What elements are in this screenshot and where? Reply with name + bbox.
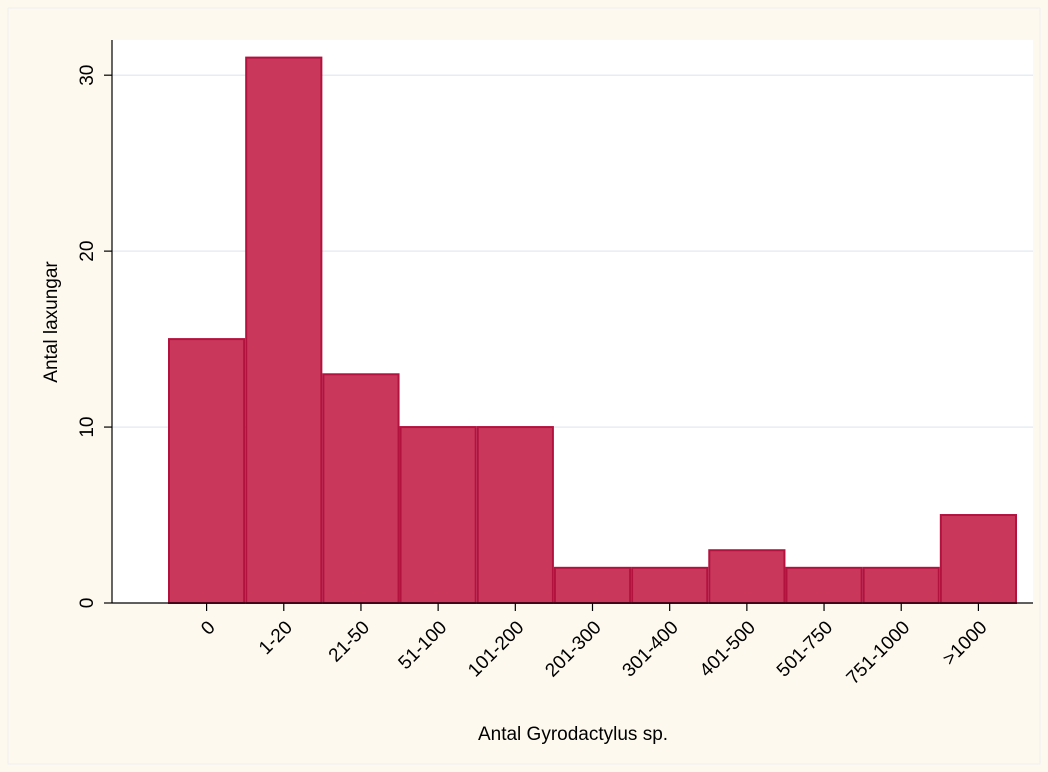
bar [168, 338, 246, 604]
y-tick-label: 10 [77, 416, 98, 437]
y-tick-label: 20 [77, 241, 98, 262]
y-axis-label: Antal laxungar [41, 261, 62, 383]
bar [939, 514, 1017, 604]
bar [785, 566, 863, 604]
y-tick-label: 0 [77, 598, 98, 609]
bar [399, 426, 477, 604]
bar [708, 549, 786, 604]
bar [553, 566, 632, 604]
bar [322, 373, 400, 604]
bar [862, 566, 940, 604]
x-axis-label: Antal Gyrodactylus sp. [478, 724, 668, 745]
bar [631, 566, 709, 604]
y-tick-label: 30 [77, 65, 98, 86]
bar [476, 426, 554, 604]
bar [245, 56, 323, 604]
